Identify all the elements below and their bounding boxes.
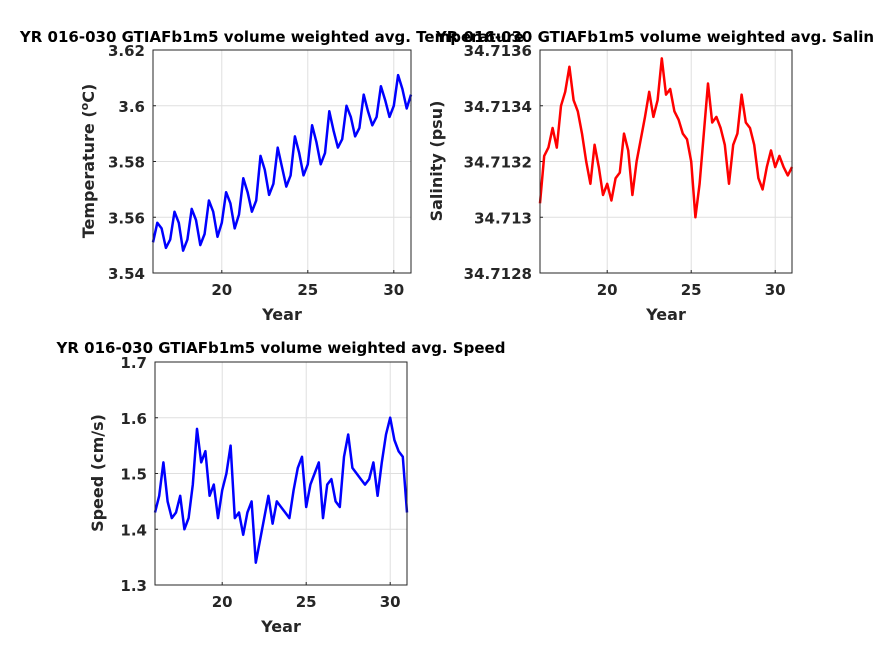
- temperature-x-tick-label: 30: [383, 281, 404, 299]
- temperature-y-axis-label-super: o: [78, 102, 91, 110]
- salinity-series-line: [538, 57, 794, 219]
- salinity-y-tick-label: 34.7134: [464, 98, 532, 116]
- temperature-x-tick-label: 20: [211, 281, 232, 299]
- temperature-y-tick-label: 3.54: [108, 265, 145, 283]
- salinity-y-tick-label: 34.7128: [464, 265, 532, 283]
- temperature-x-tick-label: 25: [297, 281, 318, 299]
- temperature-y-tick-label: 3.56: [108, 209, 145, 227]
- salinity-y-tick-label: 34.7132: [464, 154, 532, 172]
- salinity-axes-frame: [539, 49, 793, 274]
- speed-chart-title: YR 016-030 GTIAFb1m5 volume weighted avg…: [56, 339, 506, 357]
- speed-x-tick-label: 20: [212, 593, 233, 611]
- temperature-x-axis-label: Year: [261, 305, 302, 324]
- salinity-chart-title: YR 016-030 GTIAFb1m5 volume weighted avg…: [435, 28, 875, 46]
- temperature-y-tick-label: 3.58: [108, 154, 145, 172]
- speed-y-tick-label: 1.3: [120, 577, 147, 595]
- temperature-chart: YR 016-030 GTIAFb1m5 volume weighted avg…: [19, 28, 524, 324]
- speed-y-tick-label: 1.6: [120, 410, 147, 428]
- salinity-x-tick-label: 25: [681, 281, 702, 299]
- temperature-chart-title: YR 016-030 GTIAFb1m5 volume weighted avg…: [19, 28, 524, 46]
- speed-x-tick-label: 30: [380, 593, 401, 611]
- temperature-axes-frame: [152, 49, 412, 274]
- speed-axes-frame: [154, 361, 408, 586]
- speed-y-tick-label: 1.7: [120, 354, 147, 372]
- salinity-x-tick-label: 30: [765, 281, 786, 299]
- speed-chart: YR 016-030 GTIAFb1m5 volume weighted avg…: [56, 339, 506, 636]
- speed-series-line: [153, 416, 409, 564]
- temperature-y-tick-label: 3.62: [108, 42, 145, 60]
- speed-y-axis-label: Speed (cm/s): [88, 414, 107, 532]
- salinity-x-axis-label: Year: [645, 305, 686, 324]
- temperature-y-axis-label: Temperature (oC): [78, 84, 98, 239]
- temperature-y-axis-label-unit: C): [79, 84, 98, 103]
- salinity-y-tick-label: 34.713: [474, 209, 532, 227]
- speed-x-axis-label: Year: [260, 617, 301, 636]
- salinity-chart: YR 016-030 GTIAFb1m5 volume weighted avg…: [427, 28, 875, 324]
- temperature-y-tick-label: 3.6: [118, 98, 145, 116]
- speed-y-tick-label: 1.5: [120, 466, 147, 484]
- salinity-y-axis-label: Salinity (psu): [427, 101, 446, 222]
- temperature-y-axis-label-text: Temperature (: [79, 110, 98, 238]
- speed-y-tick-label: 1.4: [120, 521, 147, 539]
- temperature-series-line: [151, 73, 413, 252]
- speed-x-tick-label: 25: [296, 593, 317, 611]
- salinity-x-tick-label: 20: [597, 281, 618, 299]
- salinity-y-tick-label: 34.7136: [464, 42, 532, 60]
